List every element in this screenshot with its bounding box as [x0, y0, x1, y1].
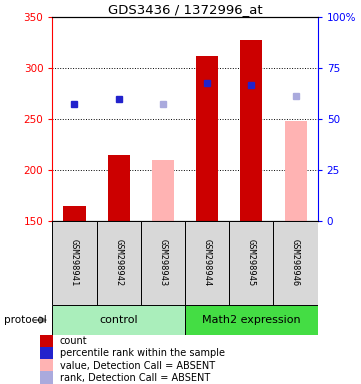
Text: percentile rank within the sample: percentile rank within the sample	[60, 348, 225, 358]
Text: rank, Detection Call = ABSENT: rank, Detection Call = ABSENT	[60, 373, 210, 383]
Text: GSM298946: GSM298946	[291, 239, 300, 287]
Bar	[40, 347, 53, 361]
Bar	[52, 221, 97, 305]
Text: GSM298942: GSM298942	[114, 239, 123, 287]
Bar	[152, 160, 174, 221]
Text: control: control	[99, 315, 138, 325]
Text: GSM298944: GSM298944	[203, 239, 212, 287]
Bar	[40, 371, 53, 384]
Bar	[185, 305, 318, 335]
Bar	[108, 155, 130, 221]
Text: Math2 expression: Math2 expression	[202, 315, 301, 325]
Text: count: count	[60, 336, 87, 346]
Title: GDS3436 / 1372996_at: GDS3436 / 1372996_at	[108, 3, 262, 16]
Bar	[196, 56, 218, 221]
Bar	[40, 334, 53, 348]
Bar	[229, 221, 274, 305]
Text: protocol: protocol	[4, 315, 46, 325]
Bar	[64, 205, 86, 221]
Text: GSM298943: GSM298943	[158, 239, 168, 287]
Bar	[240, 40, 262, 221]
Text: value, Detection Call = ABSENT: value, Detection Call = ABSENT	[60, 361, 215, 371]
Bar	[284, 121, 306, 221]
Bar	[52, 305, 185, 335]
Bar	[40, 359, 53, 373]
Bar	[274, 221, 318, 305]
Text: GSM298945: GSM298945	[247, 239, 256, 287]
Bar	[185, 221, 229, 305]
Bar	[97, 221, 141, 305]
Bar	[141, 221, 185, 305]
Text: GSM298941: GSM298941	[70, 239, 79, 287]
